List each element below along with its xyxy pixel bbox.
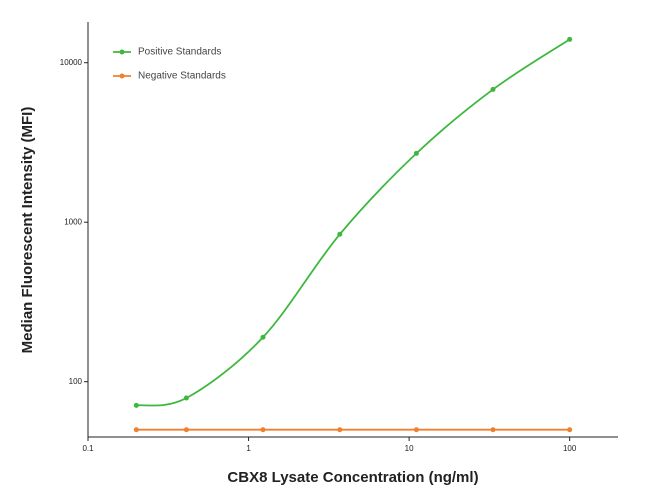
y-axis-title: Median Fluorescent Intensity (MFI) bbox=[19, 107, 36, 354]
data-point bbox=[567, 427, 573, 433]
data-point bbox=[183, 427, 189, 433]
series-line bbox=[136, 38, 571, 407]
data-point bbox=[567, 36, 573, 42]
x-tick-label: 10 bbox=[405, 444, 414, 453]
x-tick-label: 0.1 bbox=[82, 444, 94, 453]
data-point bbox=[133, 427, 139, 433]
y-tick-label: 100 bbox=[69, 377, 83, 386]
data-point bbox=[490, 427, 496, 433]
data-point bbox=[413, 150, 419, 156]
data-point bbox=[413, 427, 419, 433]
data-point bbox=[133, 402, 139, 408]
legend-marker bbox=[119, 73, 125, 79]
data-point bbox=[490, 86, 496, 92]
legend-marker bbox=[119, 49, 125, 55]
legend-label: Negative Standards bbox=[138, 71, 226, 82]
data-point bbox=[260, 334, 266, 340]
data-point bbox=[183, 395, 189, 401]
x-axis-title: CBX8 Lysate Concentration (ng/ml) bbox=[227, 469, 478, 486]
y-tick-label: 10000 bbox=[60, 58, 83, 67]
data-point bbox=[260, 427, 266, 433]
data-point bbox=[337, 427, 343, 433]
x-tick-label: 100 bbox=[563, 444, 577, 453]
legend-label: Positive Standards bbox=[138, 47, 221, 58]
data-point bbox=[337, 231, 343, 237]
y-tick-label: 1000 bbox=[64, 217, 82, 226]
x-tick-label: 1 bbox=[246, 444, 251, 453]
